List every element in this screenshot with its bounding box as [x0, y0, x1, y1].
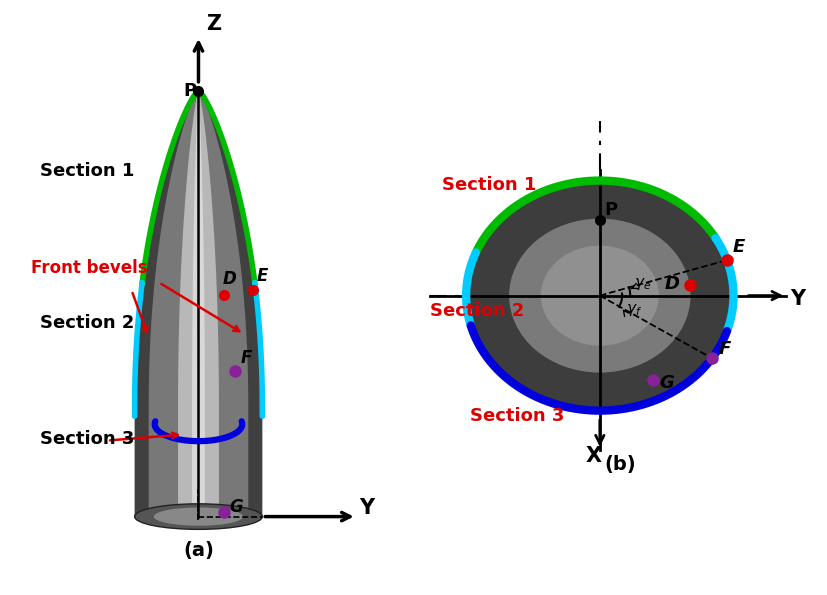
- Text: $\bfit{F}$: $\bfit{F}$: [240, 349, 253, 367]
- Text: Z: Z: [206, 14, 221, 34]
- Ellipse shape: [509, 218, 691, 372]
- Ellipse shape: [466, 180, 734, 411]
- Polygon shape: [178, 91, 219, 516]
- Text: Y: Y: [360, 497, 375, 518]
- Text: Section 3: Section 3: [41, 430, 135, 447]
- Ellipse shape: [541, 246, 659, 346]
- Polygon shape: [149, 91, 248, 516]
- Text: $\bfit{D}$: $\bfit{D}$: [222, 270, 237, 287]
- Text: $\bfit{E}$: $\bfit{E}$: [732, 238, 746, 256]
- Polygon shape: [135, 91, 262, 516]
- Text: $\bfit{E}$: $\bfit{E}$: [256, 267, 269, 285]
- Text: $\gamma_e$: $\gamma_e$: [633, 277, 651, 293]
- Ellipse shape: [154, 508, 243, 526]
- Text: Section 2: Section 2: [41, 314, 135, 332]
- Text: $\bfit{G}$: $\bfit{G}$: [229, 498, 244, 516]
- Text: P: P: [184, 82, 196, 100]
- Text: P: P: [605, 201, 618, 220]
- Text: $\bfit{F}$: $\bfit{F}$: [719, 340, 733, 358]
- Text: Y: Y: [791, 289, 805, 309]
- Text: $\bfit{D}$: $\bfit{D}$: [664, 275, 680, 293]
- Text: (a): (a): [183, 541, 214, 560]
- Text: Section 2: Section 2: [430, 302, 524, 320]
- Text: Section 1: Section 1: [41, 162, 135, 180]
- Text: (b): (b): [605, 455, 636, 474]
- Polygon shape: [192, 91, 205, 516]
- Text: Front bevels: Front bevels: [31, 259, 148, 277]
- Text: Section 3: Section 3: [471, 407, 565, 425]
- Text: $\gamma_f$: $\gamma_f$: [626, 302, 642, 318]
- Text: X: X: [586, 446, 601, 466]
- Ellipse shape: [135, 504, 262, 530]
- Text: Section 1: Section 1: [442, 176, 536, 195]
- Text: $\bfit{G}$: $\bfit{G}$: [659, 374, 675, 393]
